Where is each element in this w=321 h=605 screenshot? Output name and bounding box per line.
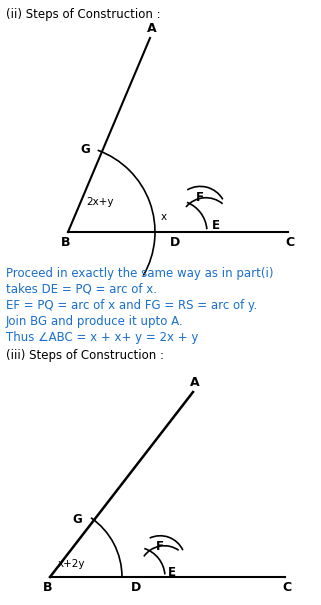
Text: B: B <box>61 236 71 249</box>
Text: takes DE = PQ = arc of x.: takes DE = PQ = arc of x. <box>6 283 157 296</box>
Text: (iii) Steps of Construction :: (iii) Steps of Construction : <box>6 349 164 362</box>
Text: x+2y: x+2y <box>58 559 85 569</box>
Text: E: E <box>212 219 220 232</box>
Text: E: E <box>168 566 176 579</box>
Text: A: A <box>190 376 200 389</box>
Text: 2x+y: 2x+y <box>86 197 114 207</box>
Text: F: F <box>196 191 204 204</box>
Text: x: x <box>161 212 167 222</box>
Text: C: C <box>282 581 291 594</box>
Text: Join BG and produce it upto A.: Join BG and produce it upto A. <box>6 315 184 328</box>
Text: D: D <box>131 581 141 594</box>
Text: D: D <box>170 236 180 249</box>
Text: Thus ∠ABC = x + x+ y = 2x + y: Thus ∠ABC = x + x+ y = 2x + y <box>6 331 198 344</box>
Text: A: A <box>147 22 157 35</box>
Text: B: B <box>43 581 53 594</box>
Text: G: G <box>80 143 90 156</box>
Text: G: G <box>72 512 82 526</box>
Text: F: F <box>156 540 164 553</box>
Text: C: C <box>285 236 295 249</box>
Text: (ii) Steps of Construction :: (ii) Steps of Construction : <box>6 8 160 21</box>
Text: EF = PQ = arc of x and FG = RS = arc of y.: EF = PQ = arc of x and FG = RS = arc of … <box>6 299 257 312</box>
Text: Proceed in exactly the same way as in part(i): Proceed in exactly the same way as in pa… <box>6 267 273 280</box>
